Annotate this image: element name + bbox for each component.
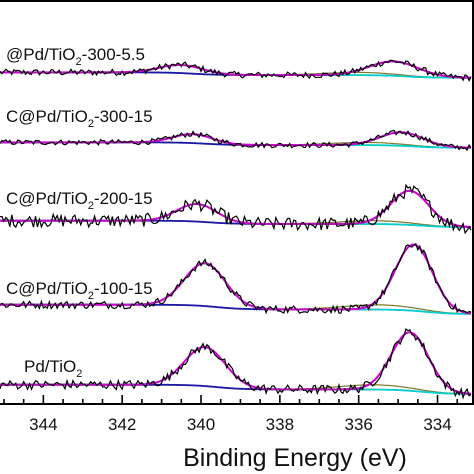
x-tick-label: 344 [29, 415, 57, 434]
spectrum-1 [0, 59, 472, 83]
x-ticks: 344 342 340 338 336 334 [3, 395, 459, 434]
raw-data-line [0, 59, 472, 83]
x-axis-title: Binding Energy (eV) [183, 444, 407, 472]
raw-data-line [0, 328, 472, 400]
x-tick-label: 334 [423, 415, 451, 434]
x-tick-label: 338 [266, 415, 294, 434]
raw-data-line [0, 242, 472, 315]
raw-data-line [0, 183, 472, 235]
x-tick-label: 336 [345, 415, 373, 434]
series-label-1: @Pd/TiO2-300-5.5 [6, 45, 145, 68]
raw-data-line [0, 129, 472, 152]
spectra-group [0, 59, 472, 400]
series-label-5: Pd/TiO2 [24, 357, 82, 380]
series-label-4: C@Pd/TiO2-100-15 [6, 279, 153, 302]
spectrum-4 [0, 242, 472, 315]
x-tick-label: 340 [187, 415, 215, 434]
spectrum-2 [0, 129, 472, 152]
x-tick-label: 342 [108, 415, 136, 434]
spectrum-5 [0, 328, 472, 400]
series-labels: @Pd/TiO2-300-5.5 C@Pd/TiO2-300-15 C@Pd/TiO… [6, 45, 153, 380]
series-label-3: C@Pd/TiO2-200-15 [6, 189, 153, 212]
spectrum-3 [0, 183, 472, 235]
series-label-2: C@Pd/TiO2-300-15 [6, 107, 153, 130]
